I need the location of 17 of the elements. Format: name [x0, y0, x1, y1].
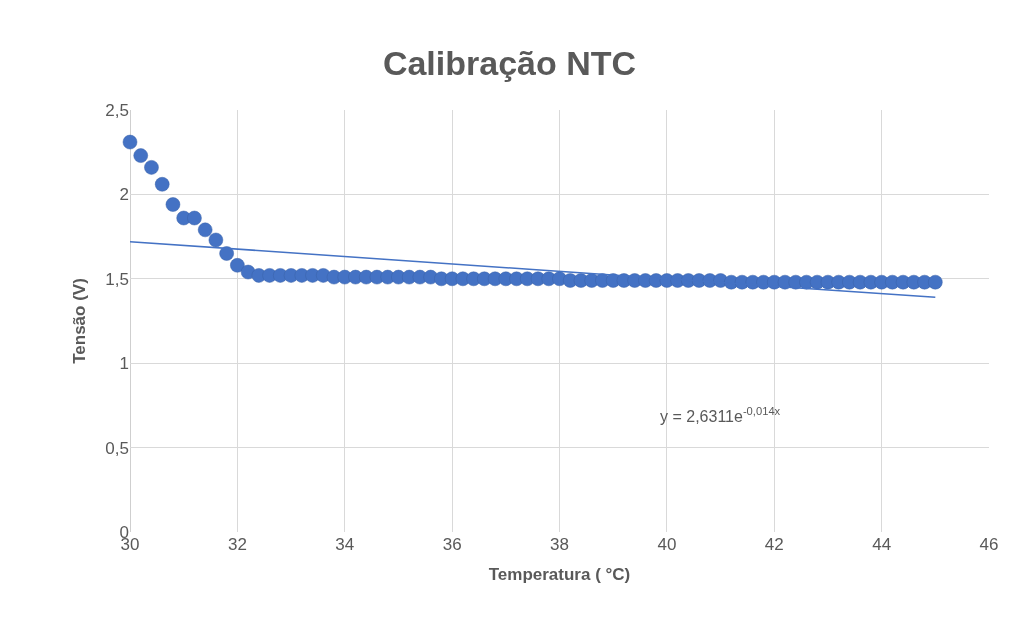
x-tick-label: 34	[335, 535, 355, 554]
y-tick-label: 2	[119, 185, 129, 205]
annotation: y = 2,6311e$^{-0,014x}$	[660, 405, 781, 425]
x-axis-title: Temperatura ( °C)	[488, 565, 631, 585]
x-tick-label: 44	[872, 535, 892, 554]
x-tick-label: 42	[764, 535, 784, 554]
y-tick-label: 0,5	[105, 438, 129, 458]
x-tick-label: 36	[442, 535, 462, 554]
y-axis-title: Tensão (V)	[69, 278, 89, 364]
x-tick-label: 38	[550, 535, 569, 554]
y-tick-label: 1,5	[105, 269, 129, 289]
y-tick-label: 2,5	[105, 100, 129, 120]
x-tick-label: 32	[227, 535, 247, 554]
x-tick-label: 46	[979, 535, 999, 554]
chart-title: Calibração NTC	[382, 43, 637, 82]
y-tick-label: 1	[119, 354, 129, 374]
x-tick-label: 40	[657, 535, 677, 554]
